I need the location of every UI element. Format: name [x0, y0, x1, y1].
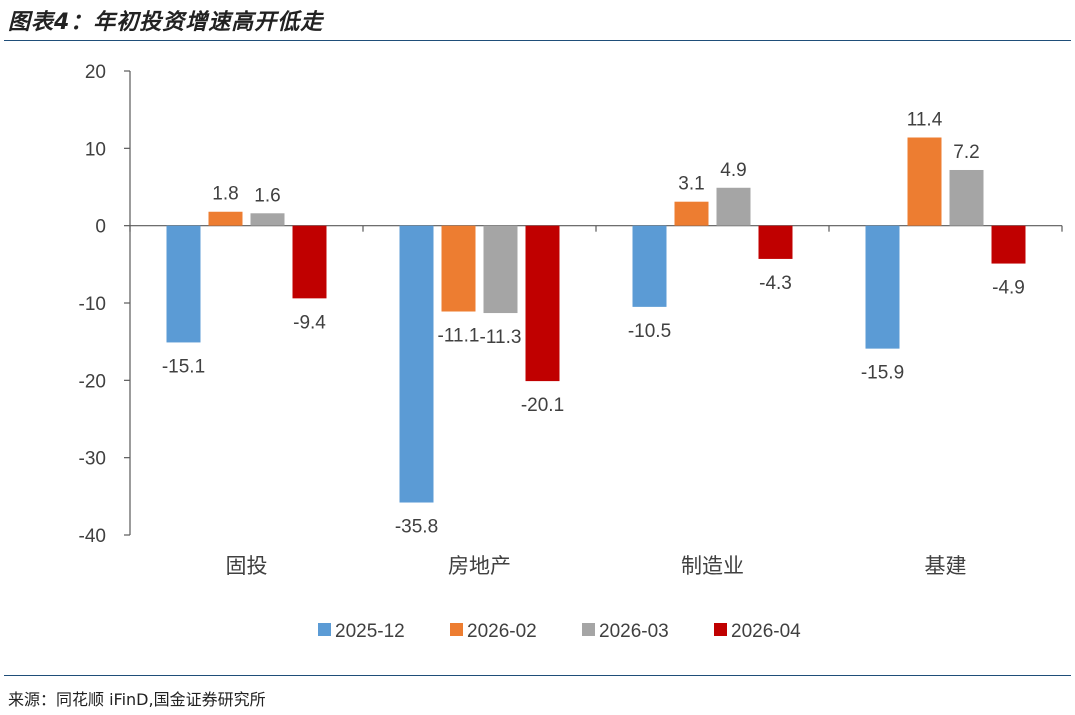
legend-label: 2026-03: [599, 621, 669, 642]
bar-2026-04-制造业: [758, 225, 793, 259]
legend: 2025-12 2026-02 2026-03 2026-04: [318, 621, 801, 642]
data-label: 1.6: [254, 185, 280, 206]
bar-2025-12-制造业: [632, 225, 667, 307]
data-label: 7.2: [953, 142, 979, 163]
data-label: -15.9: [861, 363, 904, 384]
bar-2026-02-固投: [208, 211, 243, 226]
data-label: -10.5: [628, 321, 671, 342]
bar-2026-03-固投: [250, 213, 285, 226]
legend-label: 2025-12: [335, 621, 405, 642]
data-label: 3.1: [678, 174, 704, 195]
data-label: -9.4: [293, 312, 326, 333]
bar-2026-02-制造业: [674, 201, 709, 226]
bar-2026-03-基建: [949, 169, 984, 226]
y-tick-label: -30: [79, 449, 106, 470]
y-tick-label: -10: [79, 294, 106, 315]
y-tick-label: 20: [85, 62, 106, 83]
title-divider: [4, 40, 1071, 41]
x-axis: 固投 房地产 制造业 基建: [129, 225, 1063, 578]
x-category-label: 制造业: [681, 555, 744, 578]
x-category-label: 基建: [925, 555, 967, 578]
legend-swatch: [450, 623, 463, 636]
bar-series: [166, 137, 1026, 503]
x-category-label: 房地产: [448, 555, 511, 578]
chart-title: 图表4：年初投资增速高开低走: [8, 10, 324, 35]
data-labels: -15.1 -35.8 -10.5 -15.9 1.8 -11.1 3.1 11.4 1.6 -1…: [162, 110, 1025, 538]
source-note: 来源：同花顺 iFinD,国金证券研究所: [8, 690, 266, 709]
x-category-label: 固投: [226, 555, 268, 578]
footer-divider: [4, 675, 1071, 676]
legend-label: 2026-04: [731, 621, 801, 642]
data-label: -4.9: [992, 278, 1025, 299]
bar-2026-04-固投: [292, 225, 327, 299]
data-label: -15.1: [162, 356, 205, 377]
legend-swatch: [318, 623, 331, 636]
data-label: 4.9: [720, 160, 746, 181]
legend-label: 2026-02: [467, 621, 537, 642]
y-axis: 20 10 0 -10 -20 -30 -40: [79, 62, 131, 547]
data-label: -11.1: [438, 326, 480, 347]
bar-2025-12-房地产: [399, 225, 434, 503]
legend-swatch: [582, 623, 595, 636]
y-tick-label: 10: [85, 139, 106, 160]
bar-2026-02-基建: [907, 137, 942, 226]
bar-2026-04-基建: [991, 225, 1026, 264]
legend-swatch: [714, 623, 727, 636]
bar-2026-03-房地产: [483, 225, 518, 314]
bar-2025-12-固投: [166, 225, 201, 343]
bar-2025-12-基建: [865, 225, 900, 349]
data-label: -20.1: [521, 395, 564, 416]
bar-2026-02-房地产: [441, 225, 476, 312]
bar-2026-04-房地产: [525, 225, 560, 382]
data-label: -35.8: [395, 517, 438, 538]
data-label: 1.8: [212, 184, 238, 205]
bar-2026-03-制造业: [716, 187, 751, 226]
data-label: -4.3: [759, 273, 792, 294]
y-tick-label: -20: [79, 371, 106, 392]
data-label: -11.3: [480, 327, 522, 348]
y-tick-label: -40: [79, 526, 106, 547]
data-label: 11.4: [907, 110, 943, 131]
y-tick-label: 0: [95, 217, 106, 238]
